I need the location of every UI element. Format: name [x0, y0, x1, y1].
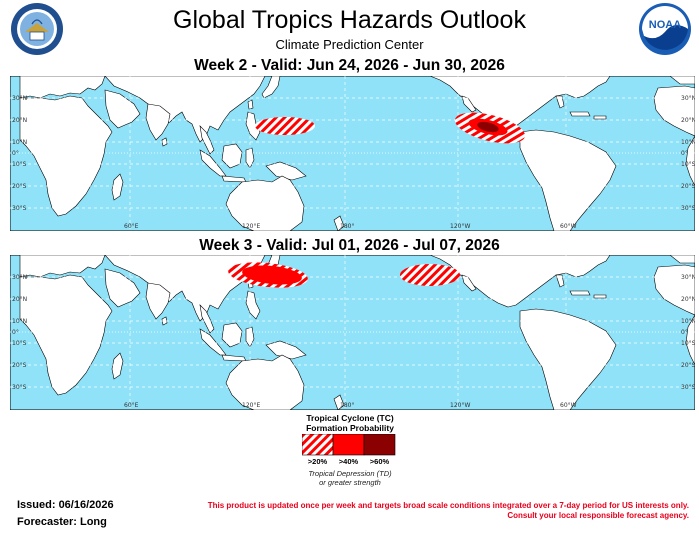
svg-text:30°S: 30°S: [12, 384, 27, 391]
svg-text:30°S: 30°S: [12, 205, 27, 212]
svg-text:20°S: 20°S: [681, 362, 695, 369]
week3-hazard-wpac-40: [242, 265, 302, 285]
department-of-commerce-seal-icon: [10, 2, 64, 56]
svg-text:20°N: 20°N: [681, 296, 695, 303]
svg-text:60°E: 60°E: [124, 223, 139, 230]
week2-hazard-epac-60: [477, 121, 499, 133]
svg-text:60°W: 60°W: [560, 223, 577, 230]
svg-text:10°S: 10°S: [681, 161, 695, 168]
legend-swatch-20: [301, 433, 334, 456]
week3-lon-labels: 60°E 120°E 180° 120°W 60°W: [124, 402, 577, 409]
svg-text:10°S: 10°S: [681, 340, 695, 347]
svg-text:10°N: 10°N: [681, 318, 695, 325]
svg-text:20°S: 20°S: [12, 183, 27, 190]
legend-label-40: >40%: [338, 457, 359, 466]
svg-text:120°W: 120°W: [450, 223, 470, 230]
svg-text:10°S: 10°S: [12, 340, 27, 347]
svg-text:180°: 180°: [340, 223, 354, 230]
legend-swatch-60: [363, 433, 396, 456]
disclaimer-line-1: This product is updated once per week an…: [207, 501, 689, 510]
legend-swatch-40: [332, 433, 365, 456]
issued-date: Issued: 06/16/2026: [17, 499, 114, 511]
week2-title: Week 2 - Valid: Jun 24, 2026 - Jun 30, 2…: [194, 57, 505, 74]
forecaster-name: Forecaster: Long: [17, 516, 107, 528]
week2-lat-labels: 30°N 20°N 10°N 0° 10°S 20°S 30°S 30°N 20…: [12, 95, 695, 212]
page-subtitle: Climate Prediction Center: [275, 37, 424, 52]
svg-text:180°: 180°: [340, 402, 354, 409]
svg-text:0°: 0°: [681, 329, 688, 336]
svg-text:10°N: 10°N: [12, 318, 27, 325]
svg-text:60°E: 60°E: [124, 402, 139, 409]
legend-note: Tropical Depression (TD): [308, 469, 392, 478]
svg-text:20°N: 20°N: [12, 296, 27, 303]
legend-title: Tropical Cyclone (TC): [306, 413, 394, 423]
svg-text:60°W: 60°W: [560, 402, 577, 409]
svg-text:30°N: 30°N: [12, 274, 27, 281]
svg-text:0°: 0°: [12, 329, 19, 336]
week2-lon-labels: 60°E 120°E 180° 120°W 60°W: [124, 223, 577, 230]
svg-text:30°S: 30°S: [681, 205, 695, 212]
legend-subtitle: Formation Probability: [306, 423, 394, 433]
svg-text:30°S: 30°S: [681, 384, 695, 391]
svg-text:120°E: 120°E: [242, 402, 260, 409]
svg-text:0°: 0°: [12, 150, 19, 157]
disclaimer-line-2: Consult your local responsible forecast …: [507, 511, 689, 520]
svg-text:20°S: 20°S: [12, 362, 27, 369]
svg-text:30°N: 30°N: [681, 274, 695, 281]
svg-text:10°N: 10°N: [681, 139, 695, 146]
svg-text:10°N: 10°N: [12, 139, 27, 146]
svg-text:30°N: 30°N: [12, 95, 27, 102]
week3-title: Week 3 - Valid: Jul 01, 2026 - Jul 07, 2…: [199, 237, 500, 254]
noaa-logo-icon: NOAA: [638, 2, 692, 56]
svg-text:120°E: 120°E: [242, 223, 260, 230]
page-title: Global Tropics Hazards Outlook: [173, 6, 526, 34]
legend-label-20: >20%: [307, 457, 328, 466]
svg-text:20°N: 20°N: [681, 117, 695, 124]
legend-swatches: [301, 433, 398, 461]
week3-map: 30°N 20°N 10°N 0° 10°S 20°S 30°S 30°N 20…: [10, 255, 695, 410]
week2-map: 30°N 20°N 10°N 0° 10°S 20°S 30°S 30°N 20…: [10, 76, 695, 231]
noaa-logo-text: NOAA: [649, 19, 681, 31]
svg-text:30°N: 30°N: [681, 95, 695, 102]
week3-hazard-cpac-20: [400, 264, 460, 286]
week2-hazard-wpac-20: [255, 117, 315, 135]
svg-text:120°W: 120°W: [450, 402, 470, 409]
legend-label-60: >60%: [369, 457, 390, 466]
svg-text:10°S: 10°S: [12, 161, 27, 168]
legend-note-2: or greater strength: [319, 478, 381, 487]
week3-lat-labels: 30°N 20°N 10°N 0° 10°S 20°S 30°S 30°N 20…: [12, 274, 695, 391]
svg-text:20°N: 20°N: [12, 117, 27, 124]
svg-text:0°: 0°: [681, 150, 688, 157]
svg-text:20°S: 20°S: [681, 183, 695, 190]
